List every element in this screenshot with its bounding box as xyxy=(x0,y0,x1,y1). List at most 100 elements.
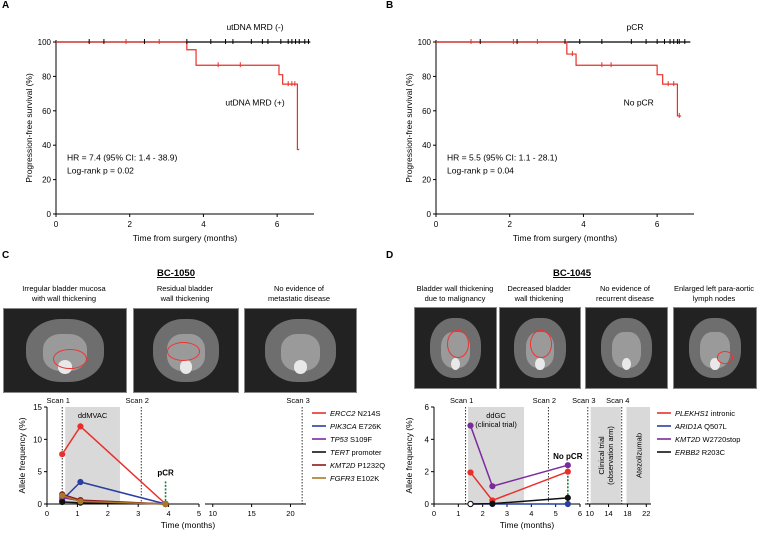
y-tick-label: 40 xyxy=(42,141,51,150)
legend-entry: PLEKHS1 intronic xyxy=(675,409,735,418)
scan-label: Scan 3 xyxy=(572,396,595,405)
data-point xyxy=(564,500,571,508)
ct-caption: recurrent disease xyxy=(596,294,654,303)
ct-caption: Bladder wall thickening xyxy=(417,284,494,293)
legend-entry: FGFR3 E102K xyxy=(330,474,379,483)
ct-scan-c2 xyxy=(133,308,239,393)
x-tick-label: 2 xyxy=(507,220,512,229)
ct-scan-c3 xyxy=(244,308,357,393)
y-tick-label: 60 xyxy=(42,107,51,116)
ct-scan-c1 xyxy=(3,308,127,393)
scan-label: Scan 3 xyxy=(286,396,309,405)
curve-label: pCR xyxy=(627,22,644,32)
x-axis-label: Time (months) xyxy=(161,520,216,530)
ct-caption: Irregular bladder mucosa xyxy=(22,284,106,293)
data-point xyxy=(564,468,571,475)
ct-caption: lymph nodes xyxy=(693,294,736,303)
x-axis-label: Time (months) xyxy=(500,520,555,530)
curve-label: utDNA MRD (-) xyxy=(226,22,283,32)
km-curve-positive xyxy=(436,41,682,117)
ct-caption: Residual bladder xyxy=(157,284,214,293)
y-tick-label: 20 xyxy=(422,176,431,185)
legend-entry: KMT2D W2720stop xyxy=(675,435,740,444)
y-tick-label: 80 xyxy=(422,72,431,81)
stat-text: Log-rank p = 0.04 xyxy=(447,166,514,176)
x-tick-label: 3 xyxy=(136,509,140,518)
y-tick-label: 4 xyxy=(425,435,430,444)
x-tick-label: 2 xyxy=(127,220,132,229)
data-point xyxy=(467,469,474,476)
legend-entry: ERCC2 N214S xyxy=(330,409,380,418)
case-c-title: BC-1050 xyxy=(157,268,195,279)
data-point xyxy=(467,500,474,508)
ct-caption: No evidence of xyxy=(600,284,651,293)
data-point xyxy=(564,494,571,501)
x-tick-label: 6 xyxy=(655,220,660,229)
treatment-label: (observation arm) xyxy=(606,426,615,485)
x-axis-label: Time from surgery (months) xyxy=(513,233,618,243)
legend-entry: TERT promoter xyxy=(330,448,382,457)
curve-label: utDNA MRD (+) xyxy=(225,98,284,108)
x-tick-label: 20 xyxy=(286,509,294,518)
allele-plot-d: ddGC(clinical trial) Clinical trial (obser… xyxy=(404,396,740,530)
x-tick-label: 10 xyxy=(209,509,217,518)
x-tick-label: 4 xyxy=(581,220,586,229)
scan-label: Scan 4 xyxy=(606,396,629,405)
x-tick-label: 15 xyxy=(247,509,255,518)
x-tick-label: 0 xyxy=(45,509,49,518)
legend-entry: ARID1A Q507L xyxy=(674,422,727,431)
y-axis-label: Allele frequency (%) xyxy=(404,417,414,493)
lymph-node-outline xyxy=(716,351,734,365)
ct-caption: No evidence of xyxy=(274,284,325,293)
x-tick-label: 22 xyxy=(642,509,650,518)
x-tick-label: 2 xyxy=(481,509,485,518)
scan-label: Scan 1 xyxy=(450,396,473,405)
tumor-outline xyxy=(447,330,469,358)
outcome-label: No pCR xyxy=(553,452,583,461)
legend-entry: PIK3CA E726K xyxy=(330,422,381,431)
data-point xyxy=(59,498,66,506)
data-point xyxy=(77,423,84,430)
x-tick-label: 4 xyxy=(167,509,171,518)
x-tick-label: 4 xyxy=(529,509,533,518)
tumor-outline xyxy=(530,330,552,358)
x-tick-label: 3 xyxy=(505,509,509,518)
treatment-band xyxy=(626,407,651,504)
panel-a-label: A xyxy=(2,0,9,11)
stat-text: HR = 5.5 (95% CI: 1.1 - 28.1) xyxy=(447,153,557,163)
scan-label: Scan 2 xyxy=(533,396,556,405)
y-tick-label: 100 xyxy=(38,38,52,47)
treatment-band xyxy=(590,407,621,504)
y-tick-label: 10 xyxy=(33,435,42,444)
tumor-outline xyxy=(52,348,87,370)
treatment-band xyxy=(468,407,525,504)
treatment-label: Clinical trial xyxy=(597,436,606,475)
legend-entry: TP53 S109F xyxy=(330,435,373,444)
y-tick-label: 0 xyxy=(38,500,43,509)
y-tick-label: 100 xyxy=(418,38,432,47)
x-tick-label: 10 xyxy=(586,509,594,518)
x-tick-label: 0 xyxy=(54,220,59,229)
data-point xyxy=(59,492,66,499)
ct-caption: with wall thickening xyxy=(31,294,96,303)
ct-caption: wall thickening xyxy=(514,294,564,303)
data-point xyxy=(162,500,169,508)
scan-label: Scan 2 xyxy=(126,396,149,405)
x-tick-label: 14 xyxy=(604,509,612,518)
ct-caption: Enlarged left para-aortic xyxy=(674,284,754,293)
ct-scan-d2 xyxy=(499,307,581,389)
ct-scan-d3 xyxy=(585,307,668,389)
panel-b-label: B xyxy=(386,0,393,11)
treatment-label: ddMVAC xyxy=(78,411,108,420)
y-tick-label: 2 xyxy=(425,468,430,477)
x-tick-label: 2 xyxy=(106,509,110,518)
km-curve-positive xyxy=(56,41,300,151)
y-axis-label: Progression-free survival (%) xyxy=(404,73,414,183)
y-axis-label: Progression-free survival (%) xyxy=(24,73,34,183)
y-tick-label: 0 xyxy=(425,500,430,509)
x-tick-label: 5 xyxy=(554,509,558,518)
ct-caption: metastatic disease xyxy=(268,294,330,303)
